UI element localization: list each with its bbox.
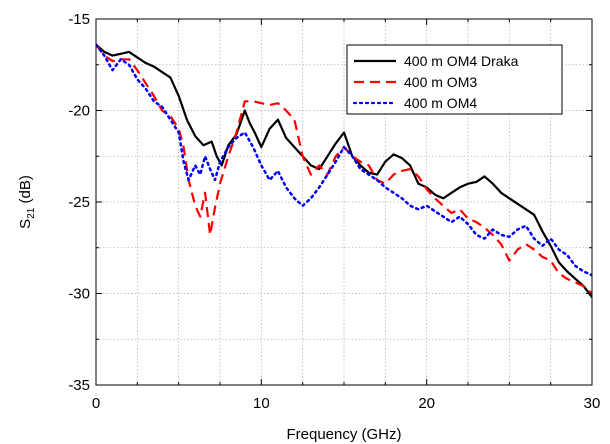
x-axis-label: Frequency (GHz) bbox=[286, 426, 401, 443]
legend-box bbox=[346, 44, 563, 115]
y-tick-label: -30 bbox=[68, 286, 90, 303]
y-tick-label: -35 bbox=[68, 377, 90, 394]
x-tick-label: 30 bbox=[584, 395, 601, 412]
x-tick-label: 10 bbox=[253, 395, 270, 412]
series-line-2 bbox=[96, 43, 592, 295]
legend: 400 m OM4 Draka 400 m OM3 400 m OM4 bbox=[346, 44, 563, 115]
y-axis-label-rest: (dB) bbox=[17, 175, 34, 208]
y-axis-label-main: S bbox=[17, 219, 34, 229]
x-tick-label: 20 bbox=[418, 395, 435, 412]
legend-label-2: 400 m OM3 bbox=[404, 74, 477, 90]
axis-ticks: 0 10 20 30 -35 -30 -25 -20 -15 bbox=[68, 11, 600, 412]
series-line-1 bbox=[96, 43, 592, 298]
legend-label-3: 400 m OM4 bbox=[404, 95, 477, 111]
y-tick-label: -15 bbox=[68, 11, 90, 28]
x-tick-label: 0 bbox=[92, 395, 100, 412]
y-axis-label: S21 (dB) bbox=[17, 175, 37, 229]
legend-label-1: 400 m OM4 Draka bbox=[404, 53, 519, 69]
series-line-3 bbox=[96, 43, 592, 277]
series-layer bbox=[96, 43, 592, 298]
y-tick-label: -20 bbox=[68, 103, 90, 120]
y-tick-label: -25 bbox=[68, 194, 90, 211]
y-axis-label-subscript: 21 bbox=[26, 207, 37, 219]
